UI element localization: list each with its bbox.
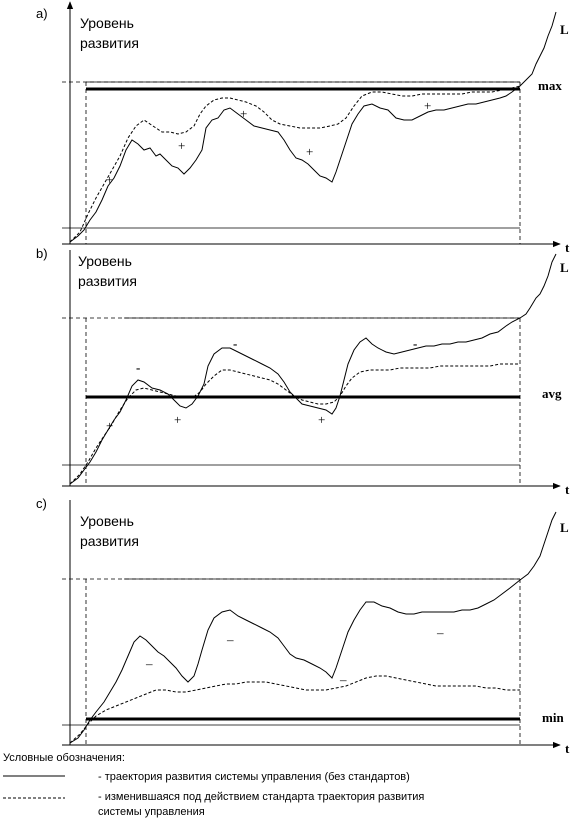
panel-a-sign-4: + <box>306 144 313 159</box>
legend-title: Условные обозначения: <box>3 752 125 764</box>
panel-b-ylabel-line2: развития <box>78 273 137 289</box>
panel-a-trajectory-dashed <box>69 85 521 243</box>
panel-c-sign-4: – <box>436 625 444 640</box>
panel-c-sign-3: – <box>339 672 347 687</box>
panel-c-sign-1: – <box>145 656 153 671</box>
panel-a-label: a) <box>36 6 48 21</box>
panel-b-xlabel: t <box>565 482 570 497</box>
panel-b-curve-label: L <box>560 260 569 275</box>
panel-b-sign-5: - <box>233 336 237 351</box>
panel-b-label: b) <box>36 246 48 261</box>
panel-c-trajectory-solid <box>69 511 557 744</box>
panel-a-sign-3: + <box>240 106 247 121</box>
panel-c-trajectory-dashed <box>69 675 520 744</box>
panel-a-ylabel-line1: Уровень <box>80 15 134 31</box>
legend-dashed-text-line2: системы управления <box>98 806 205 818</box>
panel-a-trajectory-solid <box>69 11 557 243</box>
panel-a-curve-label: L <box>560 22 569 37</box>
panel-c-label: c) <box>36 496 47 511</box>
panel-a-ylabel-line2: развития <box>80 35 139 51</box>
panel-b-sign-6: - <box>413 336 417 351</box>
panel-b-trajectory-solid <box>69 253 557 485</box>
legend: Условные обозначения: - траектория разви… <box>3 752 424 818</box>
panel-a-sign-2: + <box>178 138 185 153</box>
panel-b-sign-3: + <box>318 412 325 427</box>
panel-b-sign-1: + <box>106 418 113 433</box>
panel-a-sign-5: + <box>424 98 431 113</box>
panel-b-trajectory-dashed <box>69 363 520 485</box>
panel-a-xlabel: t <box>565 240 570 255</box>
panel-b-standard-label: avg <box>542 386 562 401</box>
panel-c-ylabel-line2: развития <box>80 533 139 549</box>
panel-c-sign-2: – <box>226 632 234 647</box>
panel-b-sign-2: + <box>174 412 181 427</box>
legend-dashed-text-line1: - изменившаяся под действием стандарта т… <box>98 791 424 803</box>
panel-a: a) Уровень развития t max L + + + + + <box>36 1 570 255</box>
legend-solid-text: - траектория развития системы управления… <box>98 771 410 783</box>
panel-a-standard-label: max <box>538 78 562 93</box>
panel-b: b) Уровень развития t avg L + + + - - - <box>36 246 570 497</box>
panel-c-curve-label: L <box>560 520 569 535</box>
panel-b-sign-4: - <box>136 360 140 375</box>
panel-b-ylabel-line1: Уровень <box>78 253 132 269</box>
panel-c-ylabel-line1: Уровень <box>80 513 134 529</box>
panel-c-standard-label: min <box>542 710 564 725</box>
panel-c-xlabel: t <box>565 741 570 756</box>
panel-c: c) Уровень развития t min L – – – – <box>36 496 570 756</box>
panel-a-sign-1: + <box>106 172 113 187</box>
